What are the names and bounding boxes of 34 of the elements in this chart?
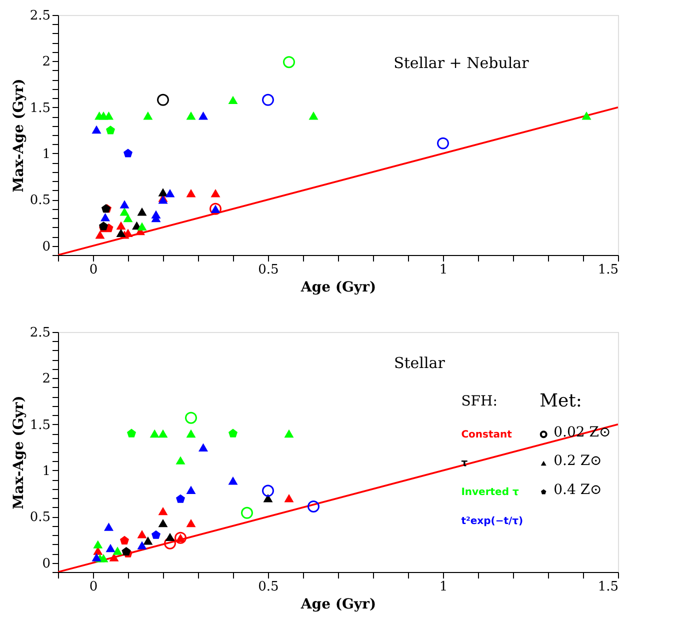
y-tick-label: 2.5 bbox=[30, 326, 50, 340]
annotation: Met: bbox=[540, 390, 582, 412]
text: Stellar bbox=[394, 354, 446, 372]
y-tick-label: 1 bbox=[42, 146, 50, 162]
annotation: 0.2 Z⊙ bbox=[554, 453, 602, 470]
y-axis-title: Max-Age (Gyr) bbox=[10, 396, 27, 510]
y-tick-label: 1.5 bbox=[30, 418, 50, 433]
y-tick-label: 0.5 bbox=[30, 193, 50, 208]
x-tick-label: 1.5 bbox=[598, 262, 618, 278]
y-tick-label: 0.5 bbox=[30, 510, 50, 526]
y-tick-label: 0 bbox=[42, 239, 50, 254]
y-tick-label: 2 bbox=[42, 372, 50, 387]
x-axis-title: Age (Gyr) bbox=[300, 280, 376, 296]
text: Stellar + Nebular bbox=[394, 54, 530, 72]
x-tick-label: 0.5 bbox=[258, 262, 279, 278]
x-tick-label: 1 bbox=[439, 580, 448, 594]
x-tick-label: 0 bbox=[89, 580, 98, 594]
y-tick-label: 0 bbox=[42, 556, 50, 572]
x-tick-label: 0.5 bbox=[258, 580, 279, 594]
x-tick-label: 0 bbox=[89, 262, 98, 278]
y-tick-label: 2 bbox=[42, 54, 50, 70]
x-axis-title: Age (Gyr) bbox=[300, 596, 376, 612]
annotation: SFH: bbox=[461, 394, 498, 410]
annotation: Inverted τ bbox=[461, 487, 520, 498]
annotation: Constant bbox=[461, 429, 512, 440]
annotation: t²exp(−t/τ) bbox=[461, 516, 524, 527]
y-tick-label: 1 bbox=[42, 464, 50, 479]
y-tick-label: 1.5 bbox=[30, 100, 50, 116]
x-tick-label: 1 bbox=[439, 262, 448, 278]
annotation: 0.02 Z⊙ bbox=[554, 424, 611, 440]
y-tick-label: 2.5 bbox=[30, 8, 50, 24]
x-tick-label: 1.5 bbox=[598, 580, 618, 594]
y-axis-title: Max-Age (Gyr) bbox=[10, 78, 27, 192]
annotation: 0.4 Z⊙ bbox=[554, 482, 602, 498]
